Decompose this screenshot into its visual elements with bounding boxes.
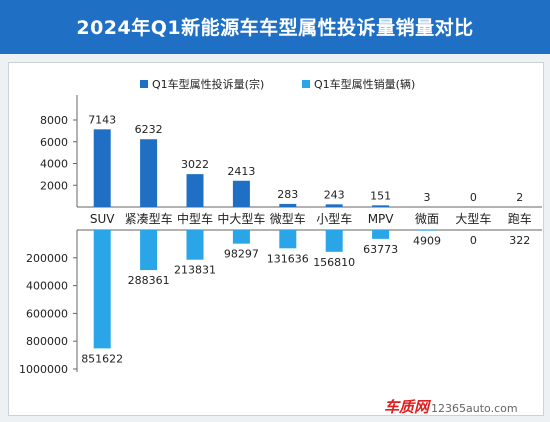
brand-logo: 车质网 (384, 398, 430, 416)
upper-tick-label: 6000 (40, 136, 68, 149)
complaint-bar (93, 129, 111, 207)
sales-value-label: 851622 (81, 352, 123, 365)
upper-tick-label: 4000 (40, 158, 68, 171)
sales-value-label: 0 (470, 234, 477, 247)
sales-bar (186, 230, 204, 260)
chart-title: 2024年Q1新能源车车型属性投诉量销量对比 (0, 0, 550, 54)
lower-tick-label: 600000 (26, 307, 68, 320)
complaint-bar (186, 174, 204, 207)
sales-value-label: 4909 (413, 235, 441, 248)
legend-swatch-sales (302, 80, 310, 88)
upper-tick-label: 2000 (40, 179, 68, 192)
complaint-bar (232, 180, 250, 207)
complaint-bar (279, 203, 297, 207)
sales-value-label: 288361 (128, 274, 170, 287)
sales-value-label: 156810 (313, 256, 355, 269)
lower-tick-label: 200000 (26, 252, 68, 265)
complaint-value-label: 243 (324, 188, 345, 201)
sales-bar (140, 230, 158, 271)
category-label: SUV (90, 212, 115, 226)
sales-value-label: 322 (509, 234, 530, 247)
complaint-value-label: 151 (370, 189, 391, 202)
complaint-value-label: 3022 (181, 158, 209, 171)
sales-value-label: 213831 (174, 264, 216, 277)
category-label: 紧凑型车 (125, 211, 173, 226)
lower-tick-label: 1000000 (19, 363, 68, 376)
complaint-bar (140, 139, 158, 207)
sales-bar (93, 230, 111, 349)
legend-label-sales: Q1车型属性销量(辆) (314, 77, 415, 91)
sales-bar (279, 230, 297, 249)
complaint-value-label: 2413 (227, 165, 255, 178)
category-label: 小型车 (316, 211, 352, 226)
category-label: 中大型车 (217, 211, 265, 226)
sales-bar (232, 230, 250, 244)
complaint-value-label: 283 (277, 188, 298, 201)
upper-tick-label: 8000 (40, 114, 68, 127)
sales-bar (372, 230, 390, 239)
complaint-value-label: 0 (470, 191, 477, 204)
category-label: 中型车 (177, 211, 213, 226)
legend-swatch-complaints (140, 80, 148, 88)
lower-tick-label: 400000 (26, 280, 68, 293)
sales-value-label: 131636 (267, 252, 309, 265)
sales-value-label: 63773 (363, 243, 398, 256)
legend-label-complaints: Q1车型属性投诉量(宗) (152, 77, 264, 91)
complaint-value-label: 7143 (88, 113, 116, 126)
category-label: 跑车 (508, 211, 532, 226)
sales-bar (418, 230, 436, 231)
complaint-value-label: 3 (424, 191, 431, 204)
complaint-bar (325, 204, 343, 207)
category-label: 大型车 (455, 211, 491, 226)
sales-value-label: 98297 (224, 248, 259, 261)
complaint-bar (372, 205, 390, 207)
brand-url: 12365auto.com (431, 402, 518, 415)
category-label: MPV (368, 212, 395, 226)
lower-tick-label: 800000 (26, 335, 68, 348)
sales-bar (325, 230, 343, 252)
complaint-value-label: 2 (516, 191, 523, 204)
category-label: 微面 (415, 212, 439, 226)
complaint-value-label: 6232 (135, 123, 163, 136)
brand-watermark: 车质网 12365auto.com (384, 396, 544, 420)
category-label: 微型车 (270, 211, 306, 226)
